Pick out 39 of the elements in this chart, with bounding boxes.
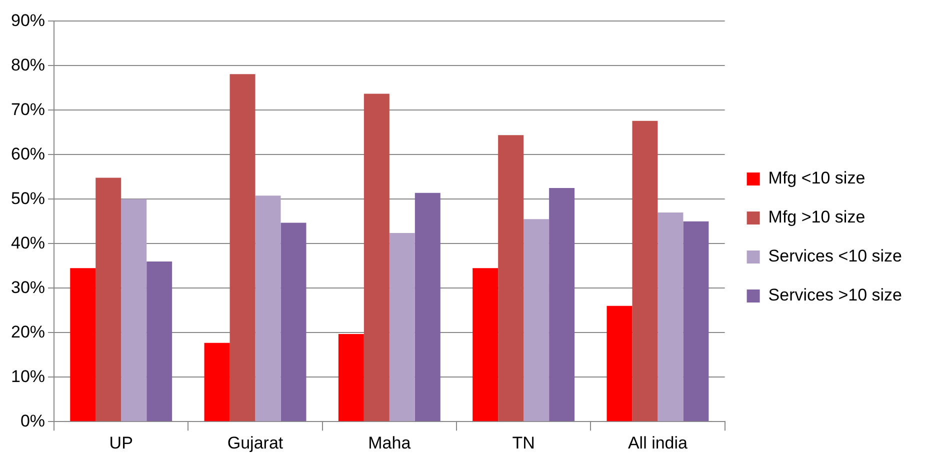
- legend-label: Services <10 size: [768, 246, 902, 266]
- y-tick-label: 0%: [20, 411, 46, 430]
- bar: [204, 342, 230, 422]
- bar: [255, 196, 281, 422]
- y-tick-label: 40%: [10, 233, 46, 252]
- bar: [70, 268, 96, 422]
- bar: [606, 306, 632, 422]
- y-tick-label: 50%: [10, 188, 46, 208]
- bar: [146, 261, 172, 422]
- y-tick-label: 60%: [10, 144, 46, 164]
- bar: [549, 188, 575, 422]
- x-tick-label: TN: [512, 433, 535, 452]
- legend-label: Mfg >10 size: [768, 208, 866, 227]
- bar: [472, 268, 498, 422]
- legend-label: Services >10 size: [768, 286, 902, 305]
- y-tick-label: 90%: [10, 10, 46, 30]
- y-tick-label: 20%: [10, 322, 46, 342]
- bar: [121, 199, 147, 422]
- x-tick-label: UP: [109, 433, 133, 452]
- bar: [230, 74, 256, 422]
- y-tick-label: 70%: [10, 100, 46, 119]
- bar: [96, 178, 122, 422]
- bar: [658, 212, 684, 422]
- y-tick-label: 30%: [10, 278, 46, 297]
- bar: [364, 94, 390, 422]
- legend-label: Mfg <10 size: [768, 168, 866, 188]
- bar: [414, 192, 440, 422]
- bar: [632, 120, 658, 422]
- bar: [338, 334, 364, 422]
- bar: [498, 135, 524, 422]
- y-tick-label: 10%: [10, 366, 46, 386]
- x-tick-label: All india: [628, 433, 688, 452]
- y-tick-label: 80%: [10, 55, 46, 74]
- x-tick-label: Maha: [368, 433, 412, 452]
- bar: [524, 219, 550, 422]
- bar: [389, 232, 415, 422]
- bar: [280, 222, 306, 422]
- bar: [683, 221, 709, 422]
- x-tick-label: Gujarat: [227, 433, 284, 452]
